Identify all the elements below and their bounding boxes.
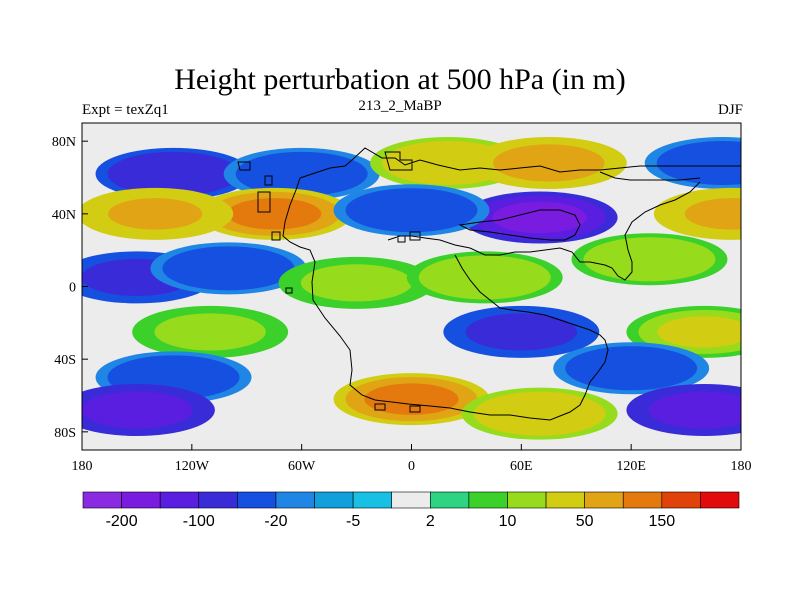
colorbar-swatch <box>700 491 740 509</box>
y-tick-label: 80S <box>54 426 76 441</box>
colorbar-swatch <box>584 491 624 509</box>
colorbar-label: 50 <box>576 513 594 530</box>
colorbar-swatch <box>159 491 200 509</box>
field-contour-8-3 <box>492 201 587 234</box>
y-tick-label: 0 <box>69 281 76 296</box>
y-tick-label: 40N <box>52 208 76 223</box>
colorbar-swatch <box>468 491 508 509</box>
colorbar-label: -5 <box>346 513 360 530</box>
field-contour-15-3 <box>474 316 569 348</box>
field-contour-0-3 <box>126 158 221 190</box>
x-tick-label: 60W <box>288 459 316 474</box>
colorbar-swatch <box>352 491 393 509</box>
field-contour-17-3 <box>657 316 741 348</box>
contour-field <box>82 136 741 440</box>
field-contour-14-3 <box>602 243 697 275</box>
field-contour-6-3 <box>108 198 203 230</box>
field-contour-22-3 <box>657 394 741 426</box>
field-contour-12-3 <box>309 267 404 299</box>
colorbar-label: -100 <box>183 513 215 530</box>
x-tick-label: 180 <box>731 459 752 474</box>
colorbar-swatch <box>507 491 547 509</box>
colorbar-label: -200 <box>106 513 138 530</box>
colorbar-label: 10 <box>499 513 517 530</box>
y-tick-label: 80N <box>52 135 76 150</box>
field-contour-4-3 <box>675 147 741 179</box>
colorbar-swatch <box>545 491 585 509</box>
colorbar-swatch <box>275 491 315 509</box>
field-contour-9-3 <box>364 194 459 226</box>
field-contour-5-3 <box>227 198 322 230</box>
field-contour-1-3 <box>254 158 349 190</box>
colorbar-swatch <box>391 491 431 509</box>
x-tick-label: 120E <box>616 459 646 474</box>
colorbar-swatch <box>82 491 122 509</box>
colorbar-label: -20 <box>264 513 287 530</box>
x-tick-label: 120W <box>175 459 210 474</box>
field-contour-23-3 <box>492 397 587 430</box>
colorbar-swatch <box>661 491 701 509</box>
field-contour-16-3 <box>163 316 258 348</box>
experiment-label: Expt = texZq1 <box>82 102 169 118</box>
coastline-outline <box>237 147 741 421</box>
run-label: 213_2_MaBP <box>358 98 442 114</box>
season-label: DJF <box>717 102 743 118</box>
colorbar-swatch <box>622 491 663 509</box>
colorbar-swatch <box>237 491 277 509</box>
colorbar-label: 150 <box>648 513 675 530</box>
colorbar-label: 2 <box>426 513 435 530</box>
field-contour-3-3 <box>501 147 596 179</box>
colorbar-swatch <box>121 491 161 509</box>
colorbar-swatch <box>198 491 238 509</box>
x-tick-label: 180 <box>72 459 93 474</box>
colorbar-swatch <box>314 491 354 509</box>
field-contour-11-3 <box>181 252 276 285</box>
x-tick-label: 60E <box>510 459 533 474</box>
y-tick-label: 40S <box>54 353 76 368</box>
field-contour-13-3 <box>437 261 532 294</box>
field-contour-19-3 <box>584 352 679 384</box>
chart-title: Height perturbation at 500 hPa (in m) <box>174 63 626 96</box>
field-contour-2-3 <box>400 147 496 179</box>
colorbar-swatch <box>429 491 470 509</box>
x-tick-label: 0 <box>408 459 415 474</box>
field-contour-21-3 <box>89 394 185 426</box>
field-contour-7-3 <box>684 198 741 230</box>
